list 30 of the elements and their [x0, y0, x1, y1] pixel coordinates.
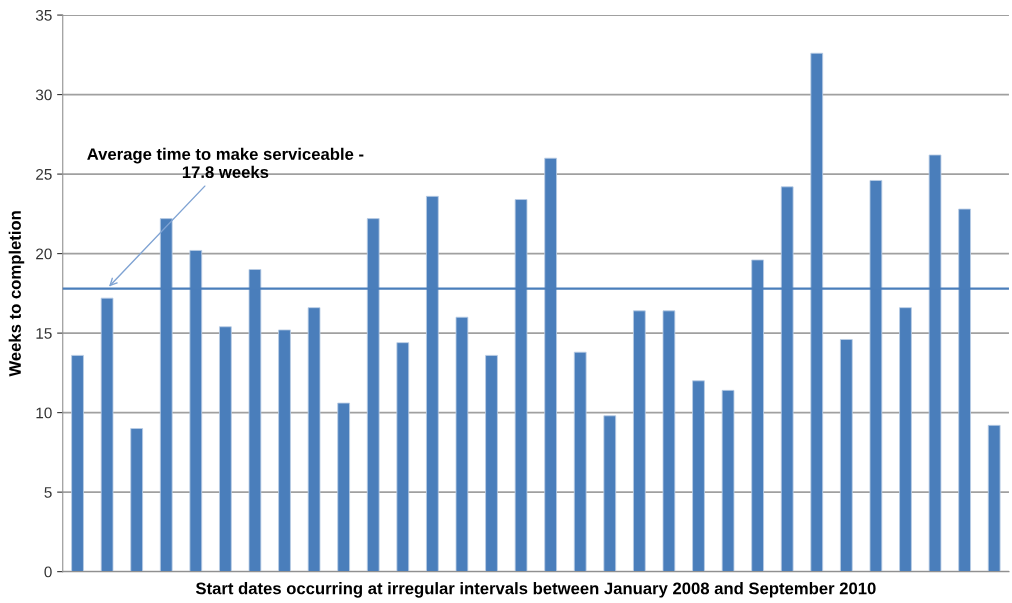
y-tick-label: 30 [35, 89, 52, 101]
bar [899, 307, 912, 572]
y-tick-label: 5 [44, 487, 52, 498]
bar [573, 351, 587, 572]
bar [633, 310, 646, 572]
bar [455, 316, 469, 572]
bar [130, 428, 143, 572]
bar [987, 424, 1001, 572]
bar [307, 307, 321, 572]
bar [100, 297, 114, 572]
y-tick-label: 15 [36, 328, 52, 339]
bar [337, 402, 350, 572]
bar [485, 354, 498, 572]
y-tick-label: 35 [35, 9, 52, 21]
bar [219, 326, 232, 572]
bar [603, 415, 617, 572]
bar [396, 342, 410, 572]
x-axis-title: Start dates occurring at irregular intervals between January 2008 and September 2010 [195, 582, 876, 598]
bar [71, 354, 84, 572]
y-tick-label: 20 [36, 248, 52, 260]
bar [692, 380, 705, 572]
ref-line-label: Average time to make serviceable - 17.8 weeks [87, 147, 364, 179]
y-tick-label: 0 [44, 566, 52, 578]
bar [721, 389, 735, 572]
bar [278, 329, 291, 572]
bar [840, 339, 853, 572]
bar [662, 310, 676, 572]
y-tick-label: 10 [36, 407, 52, 419]
y-axis-title: Weeks to completion [8, 211, 25, 377]
y-tick-label: 25 [36, 168, 52, 180]
